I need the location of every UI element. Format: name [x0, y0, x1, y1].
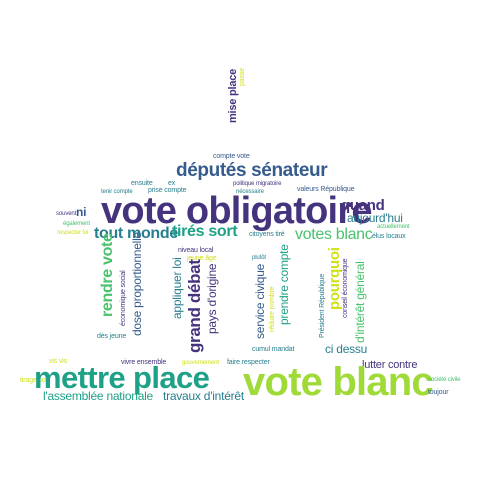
word-mettre-place: mettre place — [34, 360, 210, 395]
word-elus-locaux: élus locaux — [372, 233, 406, 240]
word-des-jeune: dès jeune — [97, 333, 127, 340]
word-service-civique: service civique — [253, 263, 267, 339]
word-reduire-nombre: réduire nombre — [269, 286, 276, 332]
word-dose-proportionnelle: dose proportionnelle — [130, 232, 144, 336]
word-ensuite: ensuite — [131, 180, 153, 187]
word-tirage-sort: tirage sort — [20, 377, 50, 384]
word-souvent: souvent — [56, 211, 77, 217]
word-societe-civile: société civile — [428, 377, 461, 383]
word-cumul-mandat: cumul mandat — [252, 346, 295, 353]
word-conseil-economique: conseil économique — [342, 258, 349, 318]
word-valeurs-republique: valeurs République — [297, 186, 355, 193]
word-faire-respecter: faire respecter — [227, 359, 270, 366]
word-d-interet-general: d'intérêt général — [353, 261, 367, 343]
word-compte-vote: compte vote — [213, 153, 250, 160]
word-mise-place: mise place — [227, 68, 239, 123]
word-necessaire: nécessaire — [236, 189, 264, 195]
word-vote-obligatoire: vote obligatoire — [101, 190, 373, 232]
word-vivre-ensemble: vivre ensemble — [121, 359, 167, 366]
word-toujour: toujour — [428, 389, 449, 396]
word-president-republique: Président République — [319, 273, 326, 338]
word-grand-debat: grand débat — [185, 259, 204, 353]
word-l-assemblee-nationale: l'assemblée nationale — [43, 389, 153, 403]
word-ni: ni — [76, 205, 87, 219]
word-prendre-compte: prendre compte — [277, 244, 291, 325]
word-niveau-local: niveau local — [178, 247, 214, 254]
word-vote-blanc: vote blanc — [243, 360, 434, 404]
word-ci-dessu: ci dessu — [325, 342, 368, 356]
word-jeune-age: jeune âge — [187, 255, 217, 262]
word-pays-d-origine: pays d'origine — [205, 263, 219, 334]
word-aujourd-hui: aujourd'hui — [347, 211, 403, 225]
word-deputes-senateur: députés sénateur — [176, 160, 328, 181]
word-rendre-vote: rendre vote — [99, 233, 116, 317]
word-tenir-compte: tenir compte — [101, 189, 133, 195]
word-prise-compte: prise compte — [148, 187, 187, 194]
word-politique-migratoire: politique migratoire — [233, 181, 282, 187]
word-vis-vis: vis vis — [49, 358, 68, 365]
word-gouvernement: gouvernement — [182, 360, 219, 366]
word-respecter-loi: respecter loi — [57, 230, 89, 236]
word-plutot: plutôt — [252, 255, 266, 261]
word-travaux-d-interet: travaux d'intérêt — [163, 389, 244, 403]
word-pourquoi: pourquoi — [326, 247, 343, 310]
word-economique-social: économique social — [120, 270, 127, 326]
word-actuellement: actuellement — [377, 224, 410, 230]
word-egalement: également — [63, 221, 90, 227]
word-appliquer-loi: appliquer loi — [170, 257, 184, 319]
word-citoyens-tire: citoyens tiré — [249, 231, 285, 238]
word-tout-monde: tout monde — [94, 225, 178, 242]
word-passe: passe — [239, 68, 246, 86]
word-quand: quand — [341, 197, 385, 214]
word-lutter-contre: lutter contre — [362, 359, 418, 371]
word-votes-blanc: votes blanc — [295, 226, 373, 243]
word-tires-sort: tirés sort — [172, 223, 238, 240]
word-ex: ex — [168, 180, 176, 187]
